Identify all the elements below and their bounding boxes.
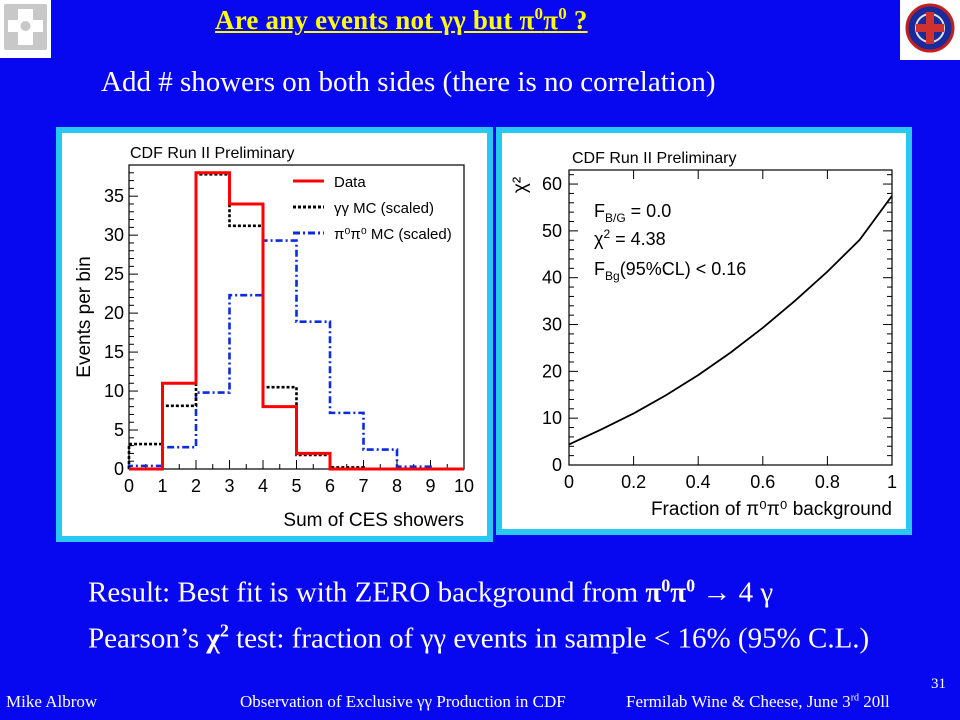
legend-label: Data: [334, 174, 366, 191]
y-tick-label: 5: [114, 420, 124, 440]
x-tick-label: 0.8: [815, 472, 840, 492]
y-tick-label: 30: [104, 225, 124, 245]
y-tick-label: 15: [104, 342, 124, 362]
y-tick-label: 40: [542, 268, 562, 288]
slide-subtitle: Add # showers on both sides (there is no…: [101, 66, 716, 98]
y-tick-label: 30: [542, 315, 562, 335]
y-tick-label: 0: [552, 455, 562, 475]
cdf-logo: [900, 0, 960, 60]
y-tick-label: 35: [104, 186, 124, 206]
histogram-x-label: Sum of CES showers: [283, 510, 464, 531]
chi2-value-annotation: χ2 = 4.38: [594, 227, 666, 249]
histogram-panel: CDF Run II Preliminary 0 1 2 3 4 5 6 7 8 9 10 0 5 10 1…: [56, 127, 493, 542]
chi2-chart: CDF Run II Preliminary 0 0.2 0.4 0.6 0.8 1010…: [502, 133, 906, 529]
footer-venue: Fermilab Wine & Cheese, June 3rd 20ll: [626, 692, 890, 711]
x-tick-label: 7: [358, 476, 368, 496]
fbg-annotation: FB/G = 0.0: [594, 201, 671, 225]
x-tick-label: 2: [191, 476, 201, 496]
chi2-panel: CDF Run II Preliminary 0 0.2 0.4 0.6 0.8 1 0 10…: [496, 127, 912, 535]
legend-label: γγ MC (scaled): [334, 200, 434, 217]
y-tick-label: 20: [104, 303, 124, 323]
x-tick-label: 0.2: [621, 472, 646, 492]
histogram-chart: CDF Run II Preliminary 0 1 2 3 4 5 6 7 8 9 10 0 5 10 1…: [62, 133, 487, 536]
series-pipi-mc-line: [127, 239, 464, 471]
series-data-line: [129, 171, 464, 471]
y-tick-label: 10: [542, 408, 562, 428]
y-tick-label: 60: [542, 174, 562, 194]
x-tick-label: 0.4: [686, 472, 711, 492]
chi2-x-label: Fraction of π⁰π⁰ background: [651, 499, 892, 520]
footer-author: Mike Albrow: [6, 692, 98, 711]
histogram-title: CDF Run II Preliminary: [130, 145, 294, 162]
slide-title: Are any events not γγ but π0π0 ?: [215, 4, 588, 35]
x-tick-label: 0: [564, 472, 574, 492]
result-line-2: Pearson’s χ2 test: fraction of γγ events…: [88, 620, 870, 655]
x-tick-label: 4: [258, 476, 268, 496]
chi2-title: CDF Run II Preliminary: [572, 150, 736, 167]
chi2-curve: [568, 195, 893, 446]
x-tick-label: 9: [425, 476, 435, 496]
chi2-frame: [568, 169, 893, 466]
x-tick-label: 1: [157, 476, 167, 496]
histogram-y-label: Events per bin: [74, 256, 95, 377]
x-tick-label: 3: [224, 476, 234, 496]
chi2-y-label: χ²: [510, 177, 531, 193]
x-tick-label: 5: [291, 476, 301, 496]
x-tick-label: 6: [325, 476, 335, 496]
y-tick-label: 0: [114, 459, 124, 479]
fermilab-logo: [0, 0, 51, 58]
x-tick-label: 1: [887, 472, 897, 492]
y-tick-label: 20: [542, 361, 562, 381]
fbg-limit-annotation: FBg(95%CL) < 0.16: [594, 259, 746, 283]
page-number: 31: [931, 676, 946, 692]
x-tick-label: 0: [124, 476, 134, 496]
y-tick-label: 10: [104, 381, 124, 401]
x-tick-label: 0.6: [750, 472, 775, 492]
legend-label: π⁰π⁰ MC (scaled): [334, 226, 452, 243]
footer-talk: Observation of Exclusive γγ Production i…: [240, 692, 566, 711]
y-tick-label: 25: [104, 264, 124, 284]
result-line-1: Result: Best fit is with ZERO background…: [88, 575, 774, 609]
x-tick-label: 8: [392, 476, 402, 496]
y-tick-label: 50: [542, 221, 562, 241]
result-text: Result: Best fit is with ZERO background…: [88, 566, 869, 657]
x-tick-label: 10: [454, 476, 474, 496]
